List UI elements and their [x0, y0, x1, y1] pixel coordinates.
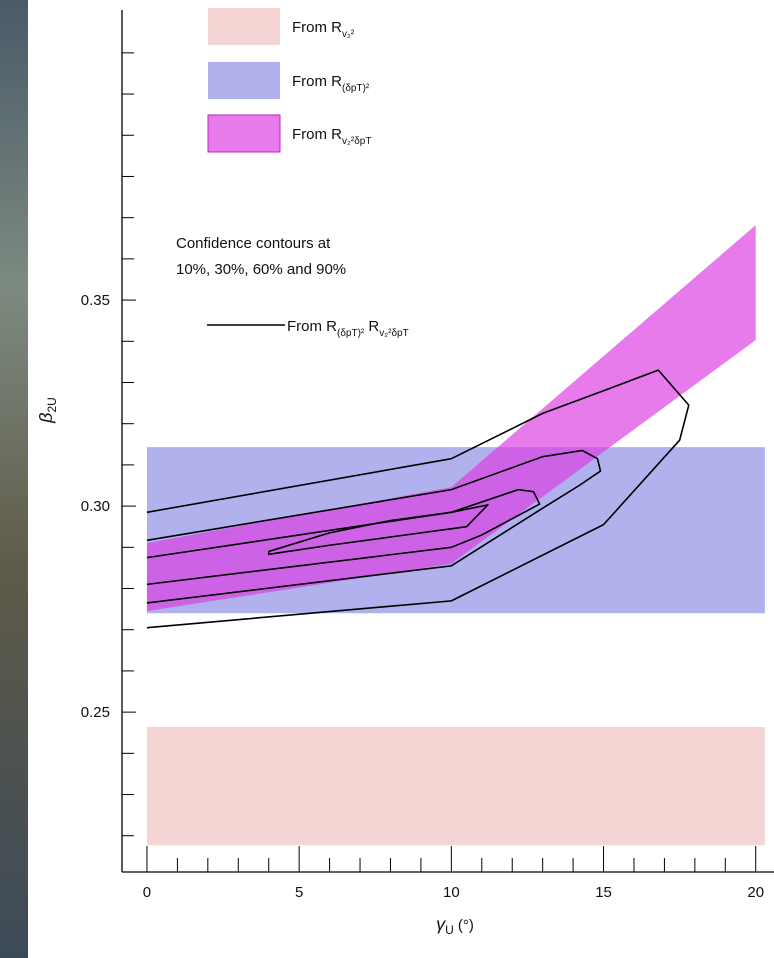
legend-label-sub: v₂²δpT — [342, 136, 371, 147]
legend-label: From Rv₂²δpT — [292, 126, 371, 147]
y-tick-label: 0.35 — [81, 292, 110, 309]
y-axis-title: β2U — [36, 397, 59, 424]
x-title-unit: (°) — [454, 917, 474, 934]
contour-line — [146, 488, 541, 586]
legend-swatch — [208, 8, 280, 45]
legend-contour-sub: (δpT)² — [337, 328, 365, 339]
x-tick-label: 0 — [143, 884, 151, 901]
legend-swatch — [208, 62, 280, 99]
legend-label-main: From R — [292, 19, 342, 36]
photo-strip — [0, 0, 28, 958]
contour-line — [146, 449, 602, 604]
y-title-main: β — [36, 413, 56, 424]
band — [146, 225, 756, 612]
legend-contour-main: From R — [287, 318, 337, 335]
annotation: Confidence contours at — [176, 235, 331, 252]
legend-label-main: From R — [292, 73, 342, 90]
x-title-main: γ — [436, 914, 446, 934]
x-tick-label: 15 — [595, 884, 612, 901]
y-title-sub: 2U — [45, 397, 59, 412]
legend-contour-label: From R(δpT)² Rv₂²δpT — [287, 318, 409, 339]
legend-label: From R(δpT)² — [292, 73, 370, 94]
x-title-sub: U — [445, 923, 454, 937]
contour-line — [146, 369, 690, 629]
x-tick-label: 20 — [747, 884, 764, 901]
legend-label-sub: v₂² — [342, 29, 355, 40]
legend-swatch — [207, 114, 281, 153]
x-axis-title: γU (°) — [436, 914, 474, 937]
x-tick-label: 5 — [295, 884, 303, 901]
y-tick-label: 0.25 — [81, 704, 110, 721]
legend-label-sub: (δpT)² — [342, 83, 370, 94]
legend-contour-sub2: v₂²δpT — [379, 328, 408, 339]
legend-label: From Rv₂² — [292, 19, 355, 40]
band — [146, 726, 765, 846]
annotation: 10%, 30%, 60% and 90% — [176, 261, 346, 278]
x-tick-label: 10 — [443, 884, 460, 901]
legend-contour-main2: R — [364, 318, 379, 335]
y-tick-label: 0.30 — [81, 498, 110, 515]
contour-line — [267, 504, 489, 556]
legend-label-main: From R — [292, 126, 342, 143]
